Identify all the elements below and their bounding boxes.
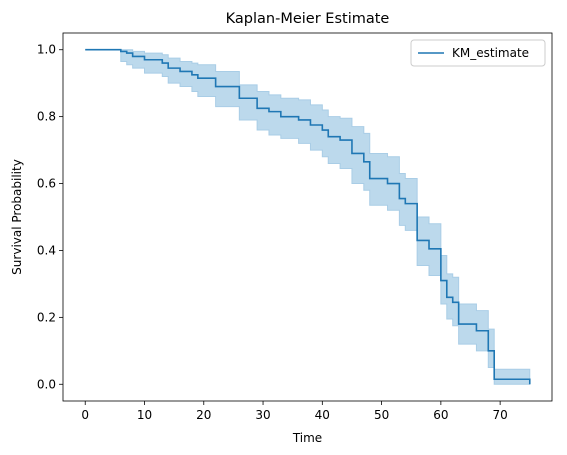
x-tick-label: 0	[81, 408, 89, 422]
x-axis-label: Time	[292, 431, 322, 445]
confidence-band	[85, 49, 531, 385]
x-tick-label: 10	[137, 408, 152, 422]
y-tick-label: 0.6	[37, 177, 56, 191]
y-axis-ticks: 0.0 0.2 0.4 0.6 0.8 1.0	[37, 43, 63, 391]
plot-frame	[62, 32, 553, 402]
y-tick-label: 0.4	[37, 243, 56, 257]
y-tick-label: 0.2	[37, 310, 56, 324]
legend: KM_estimate	[410, 39, 546, 67]
km-line-layer	[85, 48, 531, 385]
confidence-band-layer	[85, 49, 531, 385]
x-tick-label: 20	[196, 408, 211, 422]
y-axis-label: Survival Probability	[10, 159, 24, 275]
x-tick-label: 40	[315, 408, 330, 422]
y-tick-label: 1.0	[37, 43, 56, 57]
x-tick-label: 60	[433, 408, 448, 422]
x-axis-ticks: 0 10 20 30 40 50 60 70	[81, 401, 508, 422]
y-tick-label: 0.8	[37, 110, 56, 124]
y-tick-label: 0.0	[37, 377, 56, 391]
x-tick-label: 30	[255, 408, 270, 422]
chart-title: Kaplan-Meier Estimate	[226, 11, 390, 27]
legend-entry-label: KM_estimate	[452, 46, 529, 60]
x-tick-label: 50	[374, 408, 389, 422]
legend-box	[410, 39, 546, 67]
x-tick-label: 70	[492, 408, 507, 422]
km-step-line	[85, 48, 531, 385]
